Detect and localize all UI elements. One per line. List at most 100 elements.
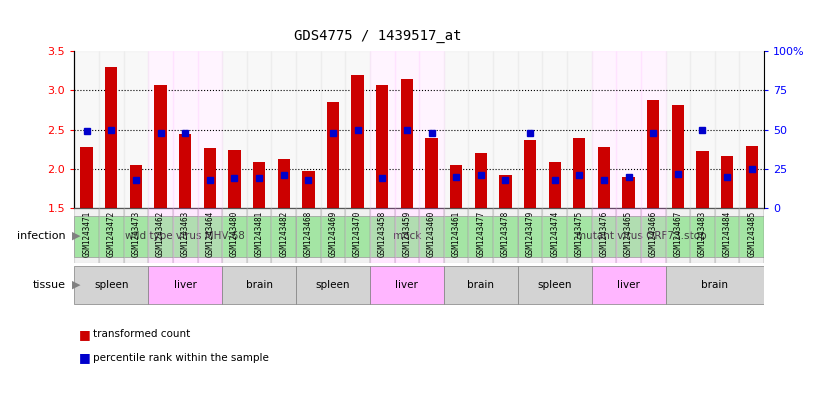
Bar (567, 208, 591, 263)
Bar (691, 51, 714, 208)
Bar (296, 51, 320, 208)
Text: transformed count: transformed count (93, 329, 190, 339)
Bar (518, 266, 591, 304)
Text: GSM1243471: GSM1243471 (82, 211, 91, 257)
Bar (320, 51, 345, 208)
Bar (499, 175, 511, 208)
Bar (173, 51, 197, 208)
Bar (272, 208, 296, 263)
Bar (468, 51, 493, 208)
Bar (672, 105, 684, 208)
Bar (714, 51, 739, 208)
Bar (591, 266, 666, 304)
Bar (543, 51, 567, 208)
Bar (444, 266, 518, 304)
Bar (518, 208, 543, 263)
Bar (591, 208, 616, 263)
Bar (99, 208, 124, 263)
Bar (296, 208, 320, 263)
Text: brain: brain (245, 280, 273, 290)
Bar (598, 147, 610, 208)
Text: liver: liver (396, 280, 418, 290)
Bar (222, 51, 247, 208)
Bar (543, 208, 567, 263)
Bar (616, 51, 641, 208)
Text: GSM1243474: GSM1243474 (550, 211, 559, 257)
Text: GSM1243466: GSM1243466 (648, 211, 657, 257)
Bar (401, 79, 413, 208)
Bar (296, 215, 518, 257)
Bar (302, 171, 315, 208)
Bar (74, 51, 99, 208)
Text: GSM1243465: GSM1243465 (624, 211, 633, 257)
Text: GSM1243485: GSM1243485 (748, 211, 757, 257)
Bar (444, 51, 468, 208)
Text: tissue: tissue (33, 280, 66, 290)
Text: wild type virus MHV-68: wild type virus MHV-68 (126, 231, 245, 241)
Bar (548, 162, 561, 208)
Bar (148, 208, 173, 263)
Text: GSM1243482: GSM1243482 (279, 211, 288, 257)
Text: GSM1243477: GSM1243477 (477, 211, 486, 257)
Bar (739, 51, 764, 208)
Text: GSM1243464: GSM1243464 (206, 211, 214, 257)
Text: ▶: ▶ (72, 231, 80, 241)
Text: GSM1243473: GSM1243473 (131, 211, 140, 257)
Bar (691, 208, 714, 263)
Bar (179, 134, 192, 208)
Bar (197, 208, 222, 263)
Bar (222, 208, 247, 263)
Bar (345, 208, 370, 263)
Text: spleen: spleen (538, 280, 572, 290)
Bar (721, 156, 733, 208)
Bar (573, 138, 586, 208)
Bar (647, 100, 659, 208)
Bar (641, 51, 666, 208)
Text: GSM1243460: GSM1243460 (427, 211, 436, 257)
Bar (124, 51, 148, 208)
Text: ■: ■ (78, 327, 90, 341)
Bar (173, 208, 197, 263)
Bar (253, 162, 265, 208)
Text: GSM1243462: GSM1243462 (156, 211, 165, 257)
Text: GSM1243480: GSM1243480 (230, 211, 239, 257)
Text: mock: mock (392, 231, 421, 241)
Bar (524, 140, 536, 208)
Bar (148, 266, 222, 304)
Bar (696, 151, 709, 208)
Bar (623, 177, 634, 208)
Bar (420, 51, 444, 208)
Bar (518, 215, 764, 257)
Text: GSM1243476: GSM1243476 (600, 211, 609, 257)
Text: liver: liver (173, 280, 197, 290)
Bar (370, 208, 395, 263)
Bar (714, 208, 739, 263)
Bar (493, 51, 518, 208)
Text: GSM1243479: GSM1243479 (525, 211, 534, 257)
Bar (518, 51, 543, 208)
Bar (247, 208, 272, 263)
Text: GSM1243469: GSM1243469 (329, 211, 338, 257)
Text: ■: ■ (78, 351, 90, 364)
Bar (616, 208, 641, 263)
Bar (591, 51, 616, 208)
Bar (222, 266, 296, 304)
Bar (351, 75, 363, 208)
Bar (739, 208, 764, 263)
Bar (124, 208, 148, 263)
Bar (105, 67, 117, 208)
Text: ▶: ▶ (72, 280, 80, 290)
Text: liver: liver (617, 280, 640, 290)
Bar (247, 51, 272, 208)
Bar (74, 266, 148, 304)
Bar (345, 51, 370, 208)
Text: GSM1243461: GSM1243461 (452, 211, 461, 257)
Text: GSM1243467: GSM1243467 (673, 211, 682, 257)
Bar (327, 102, 339, 208)
Text: GSM1243459: GSM1243459 (402, 211, 411, 257)
Text: spleen: spleen (316, 280, 350, 290)
Text: GSM1243472: GSM1243472 (107, 211, 116, 257)
Bar (197, 51, 222, 208)
Bar (450, 165, 463, 208)
Text: mutant virus ORF73.stop: mutant virus ORF73.stop (576, 231, 706, 241)
